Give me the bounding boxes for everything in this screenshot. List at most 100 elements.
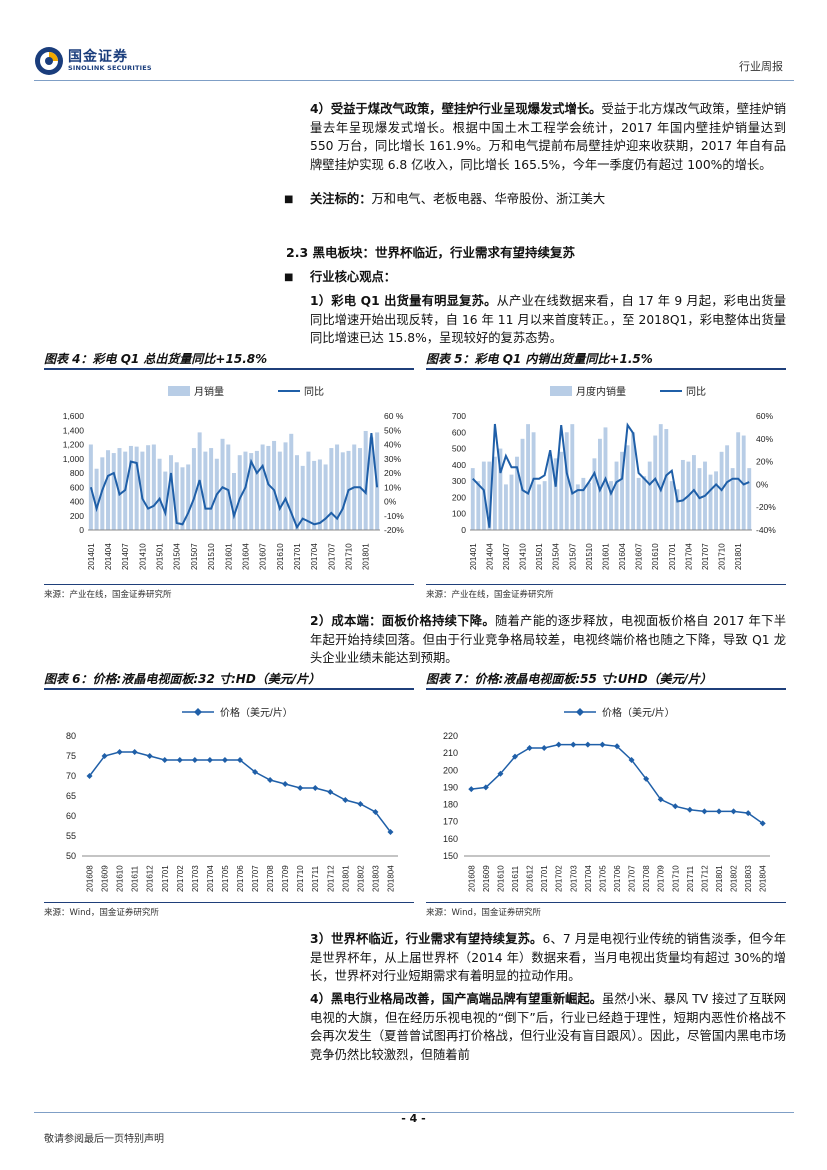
bar-mark — [614, 461, 619, 530]
bar-mark — [151, 444, 156, 530]
legend-line-label: 同比 — [304, 386, 324, 398]
bar-mark — [277, 451, 282, 530]
data-point-marker — [584, 741, 591, 748]
y-left-tick-label: 700 — [452, 411, 466, 421]
figure-5-title: 图表 5：彩电 Q1 内销出货量同比+1.5% — [426, 352, 653, 366]
paragraph-lead: 行业核心观点： — [310, 270, 397, 284]
bar-mark — [140, 451, 145, 530]
y-tick-label: 180 — [443, 800, 458, 810]
x-tick-label: 201704 — [310, 543, 319, 570]
x-tick-label: 201701 — [540, 865, 549, 892]
paragraph-panel-cost: 2）成本端：面板价格持续下降。随着产能的逐步释放，电视面板价格自 2017 年下… — [310, 612, 786, 668]
figure-4-bottom-rule — [44, 584, 414, 585]
x-tick-label: 201607 — [635, 543, 644, 570]
x-tick-label: 201711 — [686, 865, 695, 892]
bar-mark — [317, 459, 322, 530]
x-tick-label: 201708 — [642, 865, 651, 892]
figure-5-source: 来源：产业在线，国金证券研究所 — [426, 590, 554, 600]
y-right-tick-label: 0% — [756, 479, 769, 489]
bar-mark — [575, 484, 580, 530]
y-left-tick-label: 300 — [452, 476, 466, 486]
x-tick-label: 201608 — [86, 865, 95, 892]
x-tick-label: 201701 — [161, 865, 170, 892]
bullet-square-icon: ■ — [284, 272, 294, 283]
bar-mark — [117, 448, 122, 530]
x-tick-label: 201507 — [568, 543, 577, 570]
x-tick-label: 201711 — [311, 865, 320, 892]
x-tick-label: 201803 — [371, 865, 380, 892]
bar-mark — [128, 445, 133, 530]
section-heading: 2.3 黑电板块：世界杯临近，行业需求有望持续复苏 — [286, 245, 575, 260]
y-tick-label: 60 — [66, 811, 76, 821]
page-number: - 4 - — [401, 1112, 426, 1125]
bar-mark — [564, 432, 569, 530]
paragraph-lead: 4）受益于煤改气政策，壁挂炉行业呈现爆发式增长。 — [310, 102, 602, 116]
bar-mark — [586, 482, 591, 530]
bar-mark — [260, 444, 265, 530]
figure-7-chart: 价格（美元/片） 150 160 170 180 190 200 210 220 201608 20… — [443, 706, 770, 892]
figure-7-bottom-rule — [426, 902, 786, 903]
bar-mark — [675, 489, 680, 530]
x-tick-label: 201501 — [535, 543, 544, 570]
bar-mark — [542, 481, 547, 530]
x-tick-label: 201704 — [206, 865, 215, 892]
bar-mark — [741, 435, 746, 530]
x-tick-label: 201610 — [496, 865, 505, 892]
y-right-tick-label: -20% — [384, 525, 404, 535]
x-tick-label: 201701 — [668, 543, 677, 570]
bar-mark — [504, 484, 508, 530]
bar-mark — [509, 474, 514, 530]
legend-bar-label: 月度内销量 — [576, 385, 626, 398]
bar-mark — [329, 448, 334, 530]
bar-mark — [537, 484, 542, 530]
x-tick-label: 201702 — [555, 865, 564, 892]
figure-5-chart: 月度内销量 同比 0 100 200 300 400 500 600 700 -40% -20% 0% 2… — [452, 385, 776, 570]
bar-mark — [169, 455, 174, 530]
legend-label: 价格（美元/片） — [220, 706, 293, 719]
x-tick-label: 201609 — [101, 865, 110, 892]
data-point-marker — [555, 741, 562, 748]
x-tick-label: 201404 — [485, 543, 494, 570]
bar-mark — [708, 474, 713, 530]
y-right-tick-label: 60 % — [384, 411, 404, 421]
bar-mark — [631, 432, 636, 530]
data-point-marker — [643, 775, 650, 782]
series-line — [88, 751, 392, 833]
x-tick-label: 201709 — [657, 865, 666, 892]
data-point-marker — [116, 749, 123, 755]
x-tick-label: 201604 — [618, 543, 627, 570]
y-left-tick-label: 200 — [452, 492, 466, 502]
bar-mark — [254, 450, 259, 530]
x-tick-label: 201504 — [552, 543, 561, 570]
figure-5-bottom-rule — [426, 584, 786, 585]
paragraph-body: 虽然小米、暴风 TV 接过了互联网电视的大旗，但在经历乐视电视的“倒下”后，行业… — [310, 992, 787, 1062]
bar-mark — [335, 444, 340, 530]
x-tick-label: 201401 — [87, 543, 96, 570]
paragraph-targets: 关注标的：万和电气、老板电器、华帝股份、浙江美大 — [310, 190, 786, 209]
x-tick-label: 201701 — [293, 543, 302, 570]
paragraph-industry-structure: 4）黑电行业格局改善，国产高端品牌有望重新崛起。虽然小米、暴风 TV 接过了互联… — [310, 990, 786, 1064]
data-point-marker — [482, 784, 489, 791]
bar-mark — [736, 432, 741, 530]
y-left-tick-label: 100 — [452, 509, 466, 519]
x-tick-label: 201610 — [276, 543, 285, 570]
data-point-marker — [526, 745, 533, 751]
logo-chinese-name: 国金证券 — [68, 49, 128, 65]
bar-mark — [226, 444, 231, 530]
bar-mark — [725, 445, 730, 530]
data-point-marker — [512, 753, 518, 760]
x-tick-label: 201407 — [502, 543, 511, 570]
bar-mark — [203, 451, 208, 530]
y-tick-label: 210 — [443, 748, 458, 758]
y-right-tick-label: 50% — [384, 425, 401, 435]
x-tick-label: 201507 — [190, 543, 199, 570]
bar-mark — [609, 481, 613, 530]
data-point-marker — [730, 808, 737, 815]
bar-mark — [300, 465, 305, 530]
x-tick-label: 201510 — [585, 543, 594, 570]
y-tick-label: 170 — [443, 817, 458, 827]
x-tick-label: 201407 — [121, 543, 130, 570]
x-tick-label: 201404 — [104, 543, 113, 570]
x-tick-label: 201707 — [251, 865, 260, 892]
y-right-tick-label: 20% — [756, 457, 773, 467]
